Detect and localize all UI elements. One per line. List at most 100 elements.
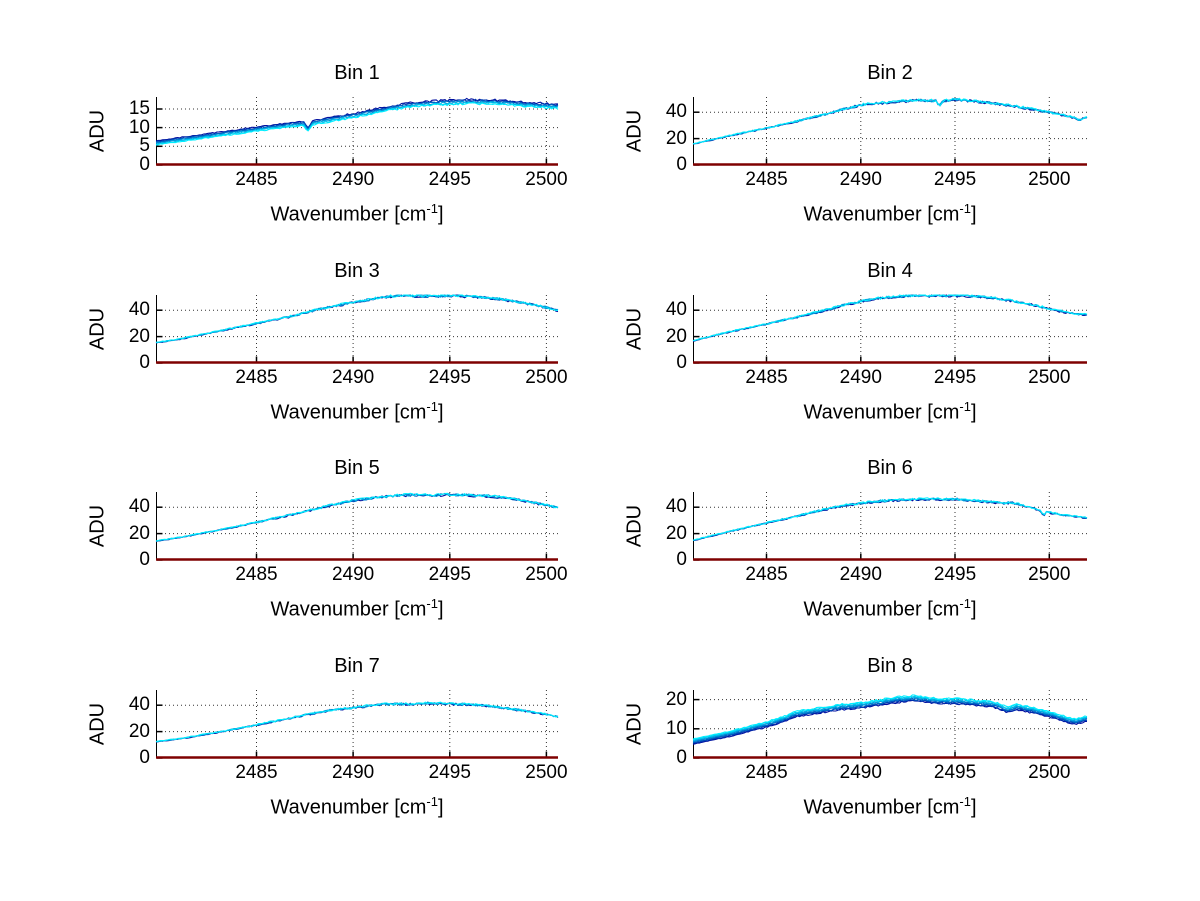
x-axis-label-end: ] xyxy=(437,598,444,621)
plot-area xyxy=(692,294,1088,364)
x-tick-label: 2490 xyxy=(331,762,375,783)
x-tick-label: 2495 xyxy=(428,169,471,190)
x-tick-label: 2500 xyxy=(1028,169,1071,190)
x-axis-label-end: ] xyxy=(970,203,977,226)
y-tick-label: 40 xyxy=(665,101,687,123)
plot-area xyxy=(155,690,559,759)
x-tick-label: 2490 xyxy=(331,169,375,190)
y-tick-label: 40 xyxy=(665,496,687,518)
x-tick-label: 2500 xyxy=(525,564,568,585)
subplot-bin-5: Bin 5 ADU Wavenumber [cm-1] 0 20 40 2485 249… xyxy=(87,457,568,621)
y-tick-label: 10 xyxy=(665,717,687,739)
plot-title: Bin 8 xyxy=(867,655,913,677)
x-axis-label-text: Wavenumber [cm xyxy=(803,203,960,226)
spectrum-trace xyxy=(692,697,1088,744)
y-tick-label: 0 xyxy=(139,747,150,768)
x-axis-label-sup: -1 xyxy=(426,399,438,414)
x-axis-label-text: Wavenumber [cm xyxy=(270,796,427,819)
spectrum-trace xyxy=(155,493,559,542)
spectrum-trace xyxy=(155,701,559,743)
y-tick-label: 40 xyxy=(128,496,150,518)
y-tick-label: 5 xyxy=(139,135,150,157)
spectrum-trace xyxy=(692,97,1088,145)
spectrum-trace xyxy=(692,498,1087,541)
x-tick-label: 2495 xyxy=(933,367,977,388)
x-tick-label: 2495 xyxy=(428,762,471,783)
plot-area xyxy=(155,492,559,561)
spectrum-trace xyxy=(692,694,1088,740)
y-tick-label: 20 xyxy=(665,522,687,544)
x-tick-label: 2490 xyxy=(331,564,375,585)
x-axis-label: Wavenumber [cm-1] xyxy=(693,399,1087,425)
spectrum-trace xyxy=(155,101,559,145)
subplot-bin-4: Bin 4 ADU Wavenumber [cm-1] 0 20 40 2485 249… xyxy=(624,260,1088,424)
spectrum-trace xyxy=(155,702,559,743)
x-tick-label: 2490 xyxy=(839,564,882,585)
x-axis-label-end: ] xyxy=(437,401,444,424)
y-tick-label: 20 xyxy=(128,325,150,347)
plot-title: Bin 4 xyxy=(867,260,913,282)
plot-title: Bin 2 xyxy=(867,62,913,84)
x-tick-label: 2485 xyxy=(235,169,278,190)
plot-area xyxy=(155,97,559,166)
x-axis-label: Wavenumber [cm-1] xyxy=(156,794,558,820)
x-tick-label: 2495 xyxy=(428,564,471,585)
x-axis-label: Wavenumber [cm-1] xyxy=(156,201,558,227)
x-tick-label: 2485 xyxy=(235,564,278,585)
x-axis-label: Wavenumber [cm-1] xyxy=(693,201,1087,227)
x-tick-label: 2495 xyxy=(933,564,977,585)
y-tick-label: 15 xyxy=(128,97,150,119)
y-tick-label: 20 xyxy=(665,325,687,347)
y-tick-label: 20 xyxy=(128,522,150,544)
y-tick-label: 20 xyxy=(665,127,687,149)
x-tick-label: 2485 xyxy=(745,762,788,783)
x-tick-label: 2490 xyxy=(839,367,882,388)
x-axis-label-sup: -1 xyxy=(959,201,971,216)
subplot-bin-8: Bin 8 ADU Wavenumber [cm-1] 0 10 20 2485 249… xyxy=(624,655,1088,819)
x-tick-label: 2495 xyxy=(428,367,471,388)
spectrum-trace xyxy=(692,698,1088,743)
plot-title: Bin 6 xyxy=(867,457,913,479)
x-axis-label-end: ] xyxy=(437,796,444,819)
x-axis-label-text: Wavenumber [cm xyxy=(803,598,960,621)
y-tick-label: 10 xyxy=(128,116,150,138)
plot-area xyxy=(692,492,1088,561)
plot-title: Bin 3 xyxy=(334,260,380,282)
x-axis-label-text: Wavenumber [cm xyxy=(803,401,960,424)
x-tick-label: 2485 xyxy=(745,564,788,585)
x-tick-label: 2490 xyxy=(331,367,375,388)
x-tick-label: 2485 xyxy=(745,367,788,388)
spectrum-trace xyxy=(155,701,559,743)
x-tick-label: 2495 xyxy=(933,169,977,190)
x-axis-label-sup: -1 xyxy=(426,201,438,216)
spectrum-trace xyxy=(692,699,1088,744)
plot-area xyxy=(692,97,1088,166)
subplot-bin-7: Bin 7 ADU Wavenumber [cm-1] 0 20 40 2485 249… xyxy=(87,655,568,819)
spectrum-trace xyxy=(692,98,1088,145)
x-tick-label: 2500 xyxy=(525,762,568,783)
x-axis-label-text: Wavenumber [cm xyxy=(270,401,427,424)
spectrum-trace xyxy=(692,294,1088,342)
x-axis-label: Wavenumber [cm-1] xyxy=(156,399,558,425)
spectrum-trace xyxy=(155,102,559,146)
y-tick-label: 0 xyxy=(676,352,687,373)
x-axis-label-sup: -1 xyxy=(426,794,438,809)
spectrum-trace xyxy=(155,294,559,343)
x-axis-label-end: ] xyxy=(970,401,977,424)
subplot-bin-2: Bin 2 ADU Wavenumber [cm-1] 0 20 40 2485 249… xyxy=(624,62,1088,226)
y-tick-label: 0 xyxy=(139,154,150,175)
spectrum-trace xyxy=(155,294,559,344)
x-axis-label: Wavenumber [cm-1] xyxy=(156,596,558,622)
x-axis-label-sup: -1 xyxy=(426,596,438,611)
subplot-bin-6: Bin 6 ADU Wavenumber [cm-1] 0 20 40 2485 249… xyxy=(624,457,1088,621)
y-tick-label: 20 xyxy=(665,688,687,710)
x-tick-label: 2485 xyxy=(745,169,788,190)
spectrum-trace xyxy=(692,97,1088,145)
plot-title: Bin 1 xyxy=(334,62,380,84)
plot-title: Bin 5 xyxy=(334,457,380,479)
x-tick-label: 2485 xyxy=(235,762,278,783)
spectrum-trace xyxy=(155,97,558,142)
plot-area xyxy=(155,294,559,364)
x-tick-label: 2495 xyxy=(933,762,977,783)
